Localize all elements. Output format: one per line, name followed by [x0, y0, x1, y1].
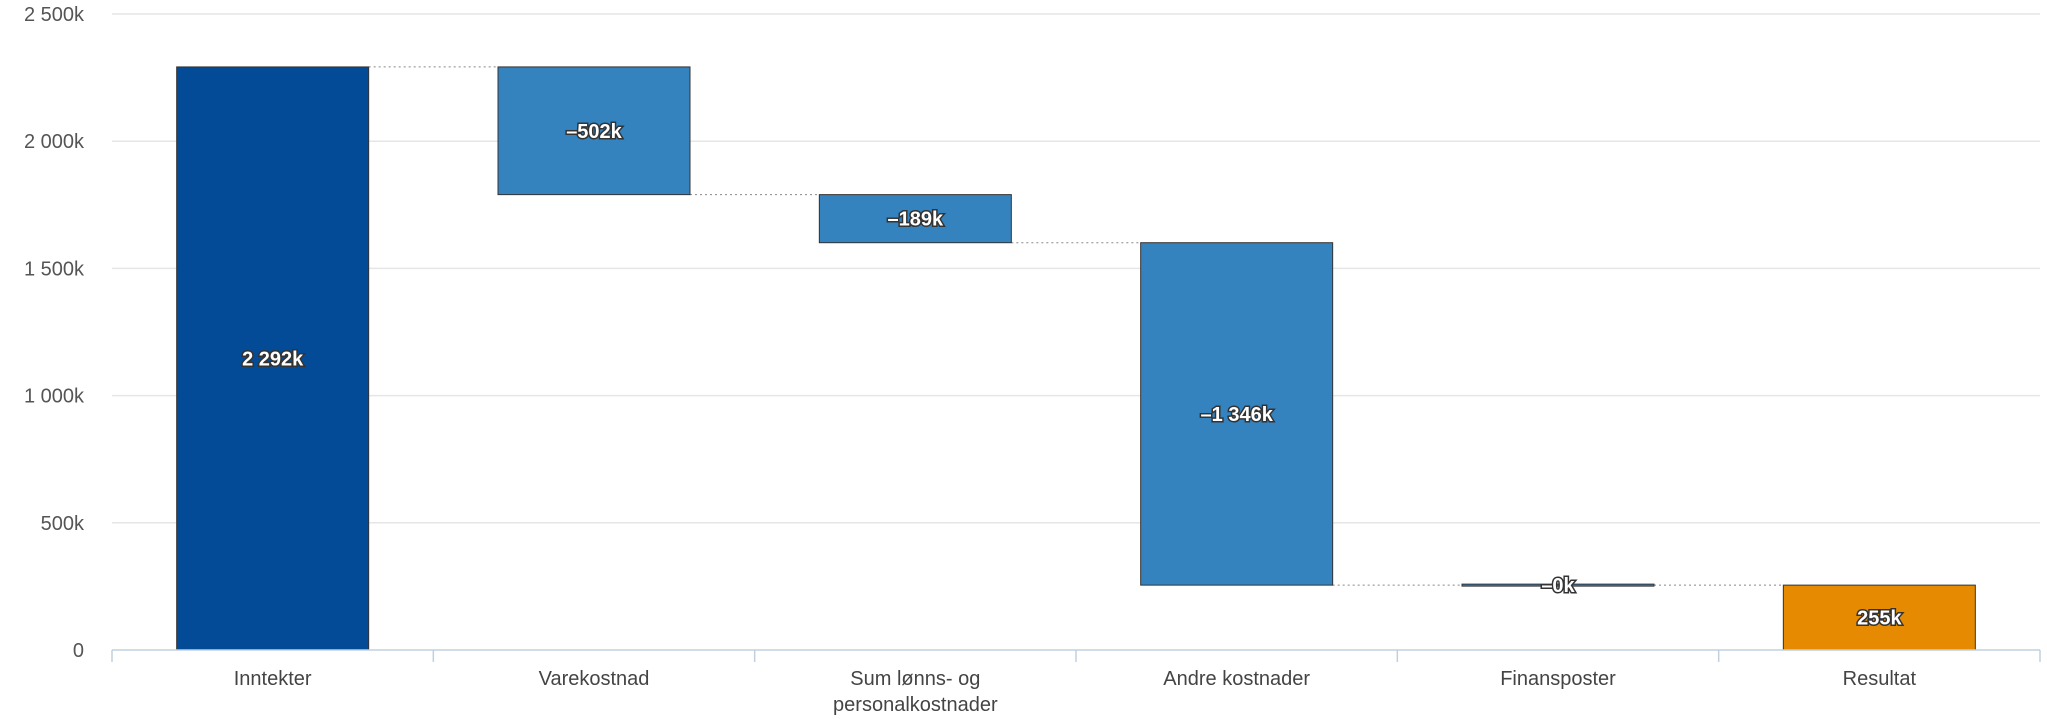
bar — [1140, 242, 1334, 586]
bar — [1782, 584, 1976, 651]
data-label: –1 346k — [1201, 404, 1274, 426]
grid-lines — [112, 13, 2040, 524]
bar — [1461, 583, 1655, 587]
x-axis: Inntekter Varekostnad Sum lønns- og persona… — [111, 649, 2041, 716]
y-tick-label: 2 000k — [24, 131, 85, 153]
category-label: Inntekter — [234, 668, 312, 690]
bar — [818, 194, 1012, 244]
data-labels: 2 292k –502k –189k –1 346k –0k 255k — [241, 119, 1904, 631]
bars — [176, 66, 1976, 651]
y-tick-label: 1 000k — [24, 386, 85, 408]
data-label: 2 292k — [242, 348, 304, 370]
category-label: Andre kostnader — [1163, 668, 1310, 690]
data-label: 255k — [1857, 608, 1902, 630]
data-label: –0k — [1541, 575, 1575, 597]
bar — [176, 66, 370, 651]
y-tick-label: 2 500k — [24, 4, 85, 26]
category-label: Resultat — [1843, 668, 1917, 690]
connector-lines — [368, 66, 1784, 586]
y-axis: 0 500k 1 000k 1 500k 2 000k 2 500k — [24, 4, 85, 662]
category-label: Finansposter — [1500, 668, 1616, 690]
data-label: –189k — [888, 209, 944, 231]
y-tick-label: 0 — [73, 640, 84, 662]
category-label: personalkostnader — [833, 694, 998, 716]
category-label: Sum lønns- og — [850, 668, 980, 690]
y-tick-label: 1 500k — [24, 258, 85, 280]
y-tick-label: 500k — [41, 513, 85, 535]
category-label: Varekostnad — [539, 668, 650, 690]
data-label: –502k — [566, 121, 622, 143]
bar — [497, 66, 691, 196]
